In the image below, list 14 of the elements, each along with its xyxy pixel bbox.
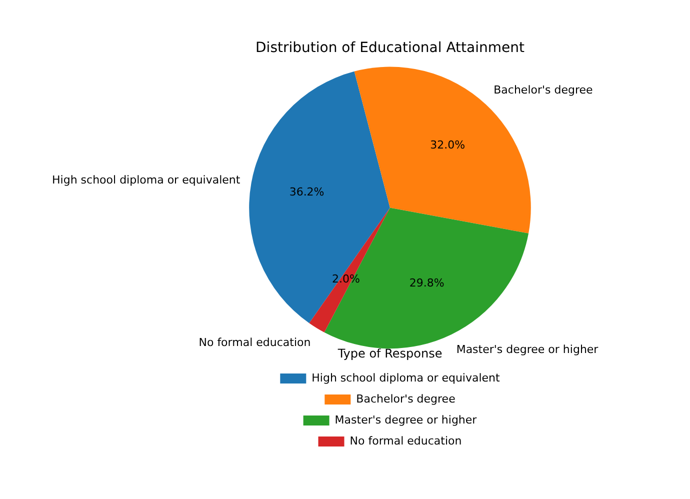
- legend-title: Type of Response: [336, 346, 442, 361]
- slice-label: High school diploma or equivalent: [52, 174, 241, 187]
- slice-label: Bachelor's degree: [494, 84, 594, 97]
- data-label: 2.0%: [332, 272, 360, 286]
- data-label: 32.0%: [430, 138, 466, 152]
- legend-label: Master's degree or higher: [334, 413, 478, 426]
- slice-label: Master's degree or higher: [456, 343, 599, 356]
- chart-title: Distribution of Educational Attainment: [256, 40, 525, 56]
- legend-label: No formal education: [350, 434, 462, 448]
- legend-label: Bachelor's degree: [356, 392, 456, 406]
- data-label: 36.2%: [289, 186, 324, 199]
- slice-label: No formal education: [198, 336, 311, 349]
- data-label: 29.8%: [409, 276, 444, 290]
- legend-label: High school diploma or equivalent: [312, 371, 501, 384]
